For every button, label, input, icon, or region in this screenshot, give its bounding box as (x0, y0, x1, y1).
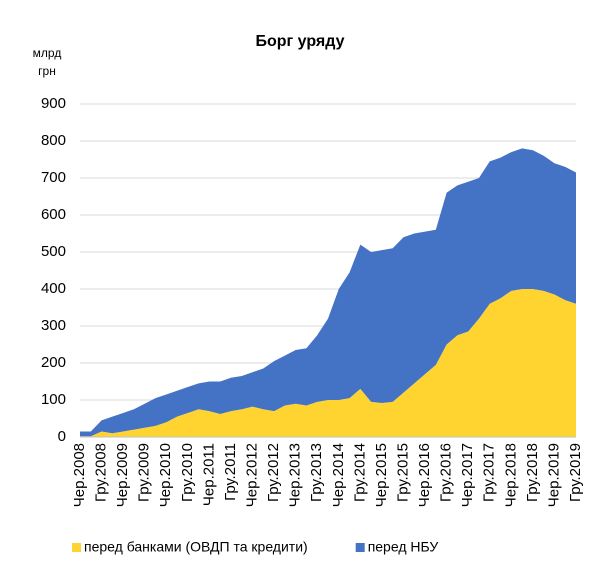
x-tick-label: Чер.2014 (330, 443, 347, 507)
x-tick-label: Чер.2008 (71, 443, 88, 507)
x-tick-label: Гру.2011 (222, 443, 239, 501)
y-tick-label: 200 (41, 354, 66, 371)
legend-swatch (72, 543, 81, 552)
x-tick-label: Чер.2017 (459, 443, 476, 507)
y-tick-label: 300 (41, 317, 66, 334)
y-tick-label: 500 (41, 243, 66, 260)
y-tick-label: 700 (41, 169, 66, 186)
x-tick-label: Гру.2008 (93, 443, 110, 502)
x-tick-label: Чер.2011 (200, 443, 217, 506)
x-tick-label: Гру.2017 (481, 443, 498, 502)
y-tick-label: 800 (41, 132, 66, 149)
y-tick-label: 0 (58, 428, 66, 445)
area (80, 148, 576, 437)
x-tick-label: Гру.2012 (265, 443, 282, 502)
y-tick-label: 900 (41, 95, 66, 112)
x-tick-label: Гру.2015 (394, 443, 411, 502)
x-tick-label: Гру.2016 (438, 443, 455, 502)
x-tick-label: Чер.2009 (114, 443, 131, 507)
y-tick-label: 400 (41, 280, 66, 297)
x-tick-label: Чер.2010 (157, 443, 174, 507)
area (80, 289, 576, 437)
chart-title: Борг уряду (256, 33, 345, 50)
x-tick-label: Чер.2018 (502, 443, 519, 507)
x-tick-label: Гру.2014 (351, 443, 368, 502)
x-tick-label: Чер.2015 (373, 443, 390, 507)
x-tick-label: Гру.2018 (524, 443, 541, 502)
x-tick-label: Гру.2013 (308, 443, 325, 502)
legend-label: перед банками (ОВДП та кредити) (84, 539, 308, 555)
x-tick-label: Гру.2009 (136, 443, 153, 502)
y-axis-label: млрд грн (32, 46, 62, 78)
x-tick-label: Гру.2019 (567, 443, 584, 502)
x-tick-label: Чер.2019 (545, 443, 562, 507)
x-tick-label: Чер.2012 (243, 443, 260, 507)
x-tick-label: Гру.2010 (179, 443, 196, 502)
x-tick-label: Чер.2013 (287, 443, 304, 507)
legend-label: перед НБУ (368, 539, 439, 555)
legend-swatch (355, 543, 365, 552)
y-tick-label: 600 (41, 206, 66, 223)
x-tick-label: Чер.2016 (416, 443, 433, 507)
y-tick-label: 100 (41, 391, 66, 408)
